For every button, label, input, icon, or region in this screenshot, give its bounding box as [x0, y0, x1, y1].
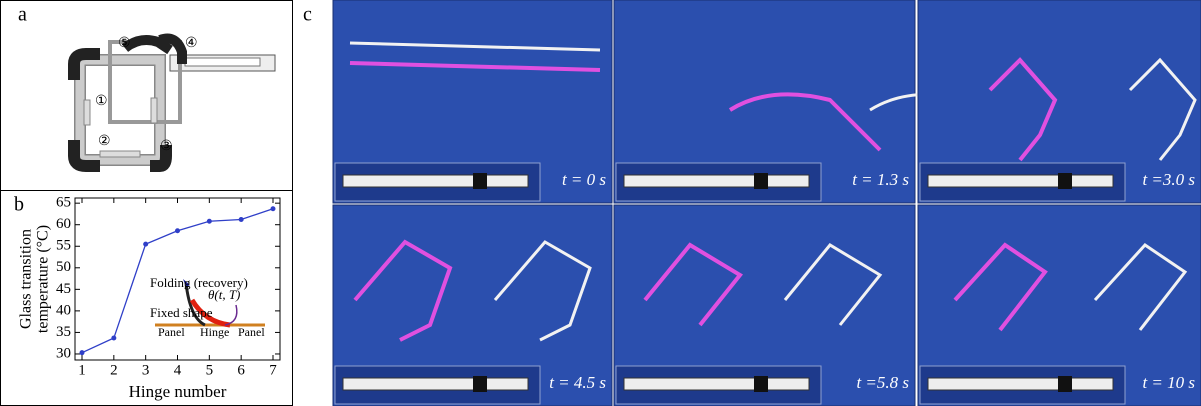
- inset-specimen: [343, 175, 528, 187]
- y-tick-label: 45: [56, 281, 71, 297]
- y-tick-label: 35: [56, 324, 71, 340]
- panel-label: a: [18, 4, 27, 26]
- x-tick-label: 1: [78, 362, 86, 378]
- time-label: t = 0 s: [562, 170, 606, 189]
- inset-specimen: [928, 378, 1113, 390]
- x-tick-label: 6: [237, 362, 245, 378]
- inset-clamp: [1058, 376, 1072, 392]
- data-point: [207, 219, 212, 224]
- time-label: t =3.0 s: [1142, 170, 1195, 189]
- hinge-label: ①: [95, 94, 108, 109]
- x-tick-label: 4: [174, 362, 182, 378]
- data-point: [111, 336, 116, 341]
- data-point: [143, 242, 148, 247]
- x-tick-label: 7: [269, 362, 277, 378]
- inset-specimen: [624, 378, 809, 390]
- annotation: Fixed shape: [150, 305, 213, 320]
- inset-specimen: [928, 175, 1113, 187]
- x-axis-label: Hinge number: [129, 382, 227, 401]
- inset-clamp: [473, 173, 487, 189]
- hinge-label: ④: [185, 36, 198, 51]
- annotation: Panel: [238, 325, 265, 339]
- y-tick-label: 60: [56, 216, 71, 232]
- inset-clamp: [473, 376, 487, 392]
- time-label: t = 4.5 s: [549, 373, 606, 392]
- annotation: Panel: [158, 325, 185, 339]
- time-label: t = 1.3 s: [852, 170, 909, 189]
- x-tick-label: 3: [142, 362, 150, 378]
- data-point: [175, 228, 180, 233]
- y-tick-label: 65: [56, 195, 71, 211]
- data-point: [80, 350, 85, 355]
- annotation: Hinge: [200, 325, 229, 339]
- page: a b c ① ② ③ ④ ⑤ t = 0 s t = 1.3 s t =3.0 s…: [0, 0, 1201, 406]
- inset-clamp: [1058, 173, 1072, 189]
- figure: a b c ① ② ③ ④ ⑤ t = 0 s t = 1.3 s t =3.0 s…: [0, 0, 1201, 406]
- y-tick-label: 55: [56, 238, 71, 254]
- inset-specimen: [624, 175, 809, 187]
- annotation: θ(t, T): [208, 287, 240, 302]
- time-label: t =5.8 s: [856, 373, 909, 392]
- y-axis-label: temperature (°C): [35, 225, 52, 333]
- data-point: [270, 206, 275, 211]
- x-tick-label: 5: [206, 362, 214, 378]
- inset-specimen: [343, 378, 528, 390]
- hinge-label: ⑤: [118, 36, 131, 51]
- hinge-label: ③: [160, 139, 173, 154]
- panel-label: c: [303, 4, 312, 26]
- y-tick-label: 30: [56, 345, 71, 361]
- inset-clamp: [754, 376, 768, 392]
- time-label: t = 10 s: [1142, 373, 1195, 392]
- photo-grid: t = 0 s t = 1.3 s t =3.0 s t = 4.5 s t =5.8 …: [333, 0, 1201, 406]
- inset-clamp: [754, 173, 768, 189]
- y-tick-label: 40: [56, 302, 71, 318]
- data-point: [239, 217, 244, 222]
- panel-label: b: [14, 194, 24, 216]
- x-tick-label: 2: [110, 362, 118, 378]
- y-tick-label: 50: [56, 259, 71, 275]
- hinge-label: ②: [98, 134, 111, 149]
- y-axis-label: Glass transition: [18, 229, 35, 329]
